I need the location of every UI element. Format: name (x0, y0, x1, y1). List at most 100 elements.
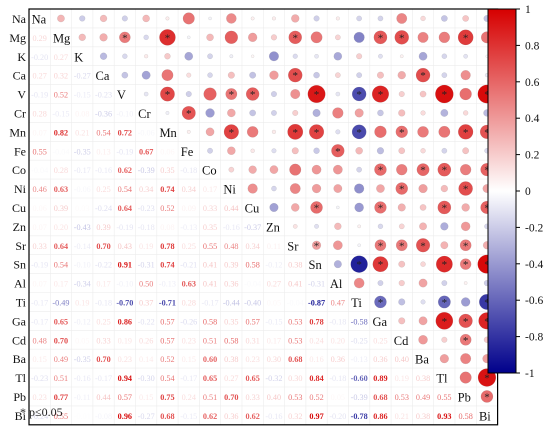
correlation-value: 0.55 (54, 412, 68, 421)
correlation-circle (292, 53, 298, 59)
correlation-value: 0.15 (32, 355, 46, 364)
correlation-value: -0.18 (329, 374, 346, 383)
correlation-value: 0.33 (203, 204, 217, 213)
correlation-value: 0.70 (54, 336, 68, 345)
correlation-circle (143, 91, 149, 97)
correlation-value: -0.44 (223, 298, 240, 307)
correlation-circle (460, 353, 472, 365)
correlation-value: 0.77 (54, 393, 68, 402)
correlation-circle (245, 87, 260, 101)
correlation-circle (418, 316, 428, 326)
significance-star: * (399, 127, 405, 139)
correlation-value: 0.35 (203, 223, 217, 232)
correlation-circle (371, 85, 390, 103)
correlation-circle (420, 110, 426, 116)
correlation-circle (182, 12, 195, 25)
correlation-value: 0.33 (32, 242, 46, 251)
correlation-value: 0.05 (267, 298, 281, 307)
correlation-value: -0.14 (74, 242, 91, 251)
correlation-value: 0.53 (288, 393, 302, 402)
row-label: Na (12, 12, 27, 26)
correlation-value: 0.58 (245, 261, 259, 270)
diagonal-label: Cr (138, 107, 151, 121)
diagonal-label: Zn (266, 220, 281, 234)
correlation-value: -0.11 (74, 393, 91, 402)
correlation-value: 0.55 (437, 393, 451, 402)
correlation-circle (336, 205, 340, 210)
correlation-circle (164, 53, 171, 60)
correlation-circle (441, 72, 448, 79)
correlation-value: -0.10 (74, 261, 91, 270)
correlation-circle (439, 354, 449, 364)
significance-star: * (314, 240, 320, 252)
correlation-circle (441, 53, 448, 60)
significance-star: * (378, 240, 384, 252)
correlation-circle (462, 15, 470, 22)
correlation-value: -0.08 (95, 412, 112, 421)
correlation-value: 0.19 (395, 374, 409, 383)
correlation-value: 0.40 (395, 355, 409, 364)
correlation-circle (311, 183, 322, 194)
correlation-circle (354, 183, 365, 194)
correlation-value: -0.25 (351, 336, 368, 345)
correlation-circle (374, 295, 387, 309)
correlation-circle (418, 183, 428, 194)
significance-star: * (250, 89, 256, 101)
correlation-value: 0.14 (139, 355, 153, 364)
correlation-circle (438, 31, 451, 44)
correlation-value: -0.39 (351, 393, 368, 402)
correlation-circle (313, 147, 320, 154)
correlation-circle (435, 84, 454, 104)
correlation-value: 0.52 (309, 393, 323, 402)
significance-star: * (356, 89, 362, 101)
correlation-circle (250, 54, 255, 58)
correlation-circle (248, 165, 257, 174)
correlation-circle (440, 184, 449, 193)
row-label: V (17, 88, 26, 102)
correlation-value: 0.36 (331, 355, 345, 364)
significance-star: * (356, 259, 362, 271)
correlation-value: 0.44 (96, 393, 110, 402)
correlation-value: 0.07 (32, 128, 46, 137)
correlation-value: 0.23 (118, 355, 132, 364)
diagonal-label: Co (202, 164, 217, 178)
correlation-value: -0.24 (95, 204, 112, 213)
significance-star: * (484, 127, 490, 139)
colorbar-tick-label: 1 (525, 4, 531, 16)
significance-star: * (314, 127, 320, 139)
correlation-value: 0.51 (203, 393, 217, 402)
correlation-circle (335, 16, 340, 21)
correlation-value: 0.25 (182, 242, 196, 251)
correlation-value: -0.19 (31, 91, 48, 100)
diagonal-label: Mg (53, 31, 71, 45)
correlation-circle (78, 33, 86, 42)
correlation-circle (228, 166, 235, 173)
correlation-value: 0.39 (54, 204, 68, 213)
correlation-circle (374, 125, 387, 139)
correlation-circle (289, 163, 302, 176)
row-label: Ba (13, 352, 27, 366)
correlation-circle (307, 85, 326, 104)
diagonal-label: Ba (415, 353, 429, 367)
correlation-value: 0.17 (203, 185, 217, 194)
significance-star: * (399, 184, 405, 196)
correlation-value: -0.23 (138, 204, 155, 213)
correlation-circle (206, 33, 214, 42)
row-label: Mn (9, 125, 26, 139)
correlation-value: 0.11 (267, 242, 281, 251)
correlation-value: 0.08 (75, 109, 89, 118)
correlation-value: 0.23 (182, 336, 196, 345)
correlation-circle (287, 67, 303, 83)
significance-star: * (378, 259, 384, 271)
correlation-circle (292, 109, 299, 116)
correlation-value: 0.06 (32, 204, 46, 213)
significance-star: * (314, 202, 320, 214)
correlation-value: 0.55 (203, 242, 217, 251)
correlation-circle (355, 146, 363, 155)
correlation-circle (312, 108, 321, 117)
correlation-value: -0.01 (74, 412, 91, 421)
correlation-circle (354, 108, 364, 118)
significance-star: * (484, 259, 490, 271)
correlation-circle (121, 71, 129, 79)
correlation-circle (269, 202, 279, 212)
